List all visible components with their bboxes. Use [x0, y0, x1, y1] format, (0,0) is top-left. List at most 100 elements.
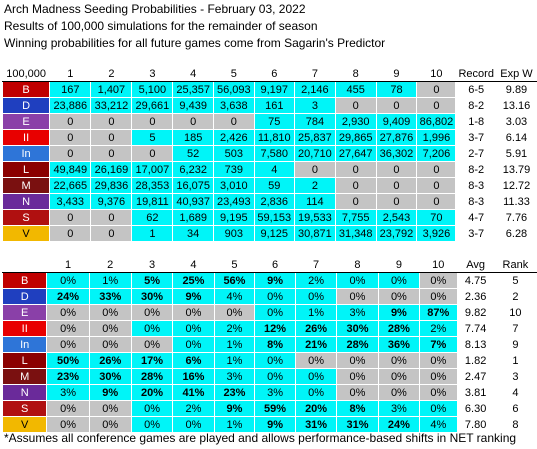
seed-column-header: 8	[336, 256, 379, 273]
seed-column-header: 6	[254, 256, 296, 273]
table-row: E 0 0 0 0 0 75 784 2,930 9,409 86,802 1-8 3.03	[1, 113, 537, 130]
table-cell: 0	[416, 193, 457, 210]
rank-cell: 2	[493, 288, 537, 305]
table-cell: 3,638	[213, 97, 255, 114]
avg-cell: 2.47	[456, 368, 495, 385]
rank-cell: 6	[493, 400, 537, 417]
table-cell: 20,710	[293, 145, 336, 162]
table-cell: 0%	[46, 400, 90, 417]
table-cell: 1	[131, 225, 174, 242]
rank-cell: 9	[493, 336, 537, 353]
table-row: D 24% 33% 30% 9% 4% 0% 0% 0% 0% 0% 2.36 2	[1, 288, 537, 305]
table-cell: 31%	[336, 416, 379, 433]
table-cell: 23%	[213, 384, 256, 401]
table-cell: 0	[375, 161, 418, 178]
table-cell: 0%	[172, 320, 215, 337]
team-label: L	[1, 161, 51, 178]
seed-column-header: 9	[375, 65, 418, 82]
table-cell: 0	[375, 177, 418, 194]
extra-cell: 11.33	[495, 193, 537, 210]
table-cell: 8%	[254, 336, 296, 353]
table-row: B 167 1,407 5,100 25,357 56,093 9,197 2,146 455 7…	[1, 81, 537, 98]
seed-column-header: 5	[213, 65, 255, 82]
record-cell: 8-3	[455, 177, 497, 194]
table-cell: 16,075	[172, 177, 215, 194]
table-cell: 5	[131, 129, 174, 146]
table-cell: 0%	[254, 304, 296, 321]
rank-cell: 3	[493, 368, 537, 385]
table-row: E 0% 0% 0% 0% 0% 0% 1% 3% 9% 87% 9.82 10	[1, 304, 537, 321]
table-cell: 0	[49, 145, 92, 162]
avg-cell: 2.36	[456, 288, 495, 305]
table-cell: 0%	[254, 288, 296, 305]
team-label: D	[1, 97, 51, 114]
table-cell: 31%	[294, 416, 338, 433]
table-cell: 6%	[172, 352, 215, 369]
table-header-row: 1 2 3 4 5 6 7 8 9 10 Avg Rank	[1, 256, 537, 273]
table-cell: 784	[293, 113, 336, 130]
table-cell: 0%	[419, 288, 458, 305]
table-cell: 2,426	[213, 129, 255, 146]
table-cell: 0	[49, 129, 92, 146]
team-label: E	[1, 304, 48, 321]
table-cell: 0%	[88, 320, 132, 337]
table-cell: 0	[90, 145, 133, 162]
table-row: V 0% 0% 0% 0% 1% 9% 31% 31% 24% 4% 7.80 8	[1, 416, 537, 433]
table-cell: 0	[416, 161, 457, 178]
team-label: II	[1, 320, 48, 337]
table-cell: 0	[334, 177, 377, 194]
table-cell: 0%	[377, 272, 421, 289]
table-cell: 33%	[88, 288, 132, 305]
footnote: *Assumes all conference games are played…	[4, 431, 517, 445]
table-cell: 167	[49, 81, 92, 98]
table-row: In 0 0 0 52 503 7,580 20,710 27,647 36,302 7,206 2-…	[1, 145, 537, 162]
table-cell: 0%	[254, 352, 296, 369]
table-cell: 30,871	[293, 225, 336, 242]
extra-column-header: Avg	[456, 256, 495, 273]
seed-column-header: 7	[293, 65, 336, 82]
table-cell: 0%	[46, 272, 90, 289]
avg-cell: 4.75	[456, 272, 495, 289]
table-cell: 23,493	[213, 193, 255, 210]
team-label: E	[1, 113, 51, 130]
team-label: N	[1, 384, 48, 401]
team-label: D	[1, 288, 48, 305]
table-cell: 29,865	[334, 129, 377, 146]
team-label: L	[1, 352, 48, 369]
table-cell: 0	[49, 209, 92, 226]
table-cell: 114	[293, 193, 336, 210]
table-cell: 34	[172, 225, 215, 242]
table-cell: 2	[293, 177, 336, 194]
table-cell: 29,661	[131, 97, 174, 114]
table-cell: 0%	[294, 384, 338, 401]
corner-label	[1, 256, 48, 273]
record-cell: 3-7	[455, 129, 497, 146]
table-cell: 0%	[88, 400, 132, 417]
table-header-row: 100,000 1 2 3 4 5 6 7 8 9 10 Record Exp W	[1, 65, 537, 82]
table-cell: 0%	[419, 368, 458, 385]
extra-cell: 6.14	[495, 129, 537, 146]
table-cell: 25%	[172, 272, 215, 289]
team-label: B	[1, 81, 51, 98]
table-cell: 0%	[172, 416, 215, 433]
table-cell: 59%	[254, 400, 296, 417]
table-cell: 52	[172, 145, 215, 162]
rank-cell: 5	[493, 272, 537, 289]
table-cell: 78	[375, 81, 418, 98]
table-row: B 0% 1% 5% 25% 56% 9% 2% 0% 0% 0% 4.75 5	[1, 272, 537, 289]
chart-subtitle-simulations: Results of 100,000 simulations for the r…	[4, 19, 318, 33]
table-cell: 3	[293, 97, 336, 114]
team-label: In	[1, 145, 51, 162]
seed-column-header: 6	[253, 65, 295, 82]
seed-column-header: 10	[416, 65, 457, 82]
table-cell: 17,007	[131, 161, 174, 178]
table-cell: 24%	[377, 416, 421, 433]
table-cell: 25,837	[293, 129, 336, 146]
table-cell: 75	[253, 113, 295, 130]
table-cell: 0	[131, 113, 174, 130]
table-cell: 0%	[172, 304, 215, 321]
table-cell: 2%	[172, 400, 215, 417]
table-cell: 9,197	[253, 81, 295, 98]
table-cell: 0	[416, 177, 457, 194]
table-cell: 23%	[46, 368, 90, 385]
